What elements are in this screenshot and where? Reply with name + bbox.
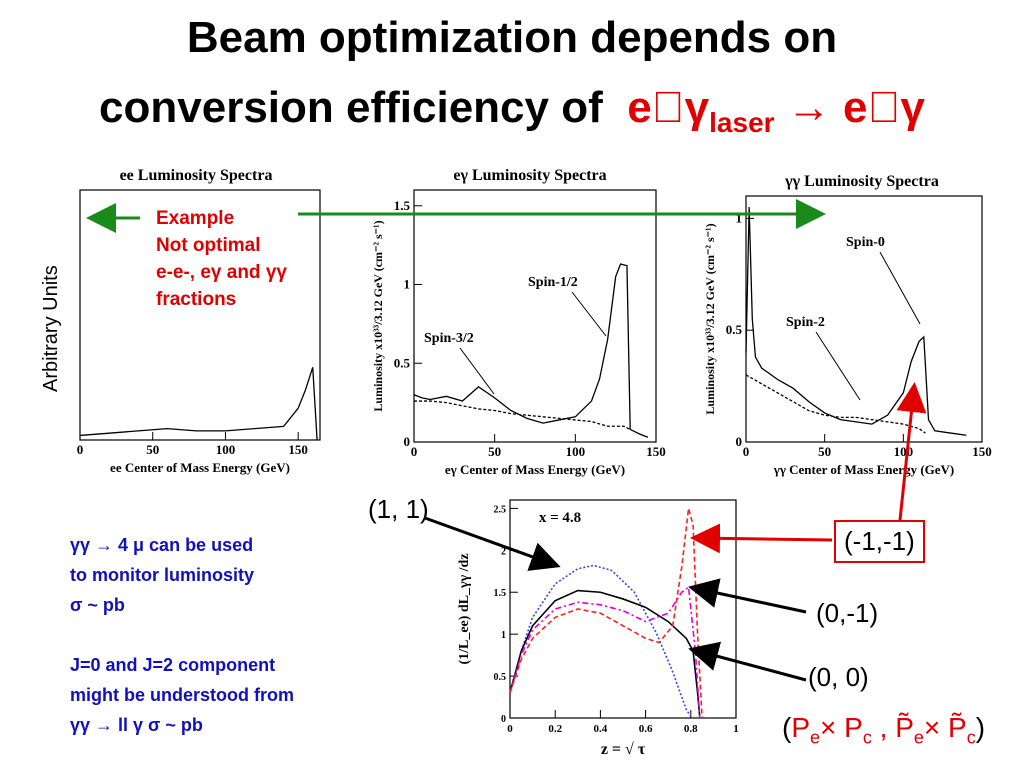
annotation-pointer — [572, 292, 606, 336]
label-m1m1-box: (-1,-1) — [834, 520, 925, 563]
x-axis-label: eγ Center of Mass Energy (GeV) — [445, 462, 625, 477]
annotation-spin0: Spin-0 — [846, 235, 885, 250]
y-axis-label: Luminosity x10³³/3.12 GeV (cm⁻² s⁻¹) — [703, 223, 717, 414]
y-axis-label: Luminosity x10³³/3.12 GeV (cm⁻² s⁻¹) — [371, 220, 385, 411]
gammagamma-spectrum-plot: 0 50 100 150 0 0.5 1 γγ Luminosity Spectra γγ Ce… — [703, 173, 992, 477]
x-tick-label: 0 — [507, 723, 513, 735]
formula-close: ) — [976, 712, 985, 743]
x-tick-label: 0.8 — [684, 723, 698, 735]
annotation-spin2: Spin-2 — [786, 315, 825, 330]
y-tick-label: 0.5 — [726, 322, 743, 337]
x-axis-label: γγ Center of Mass Energy (GeV) — [773, 462, 955, 477]
series-line — [746, 375, 925, 433]
chart-title: eγ Luminosity Spectra — [453, 167, 606, 184]
annotation-pointer — [816, 332, 860, 400]
x-tick-label: 1 — [733, 723, 739, 735]
x-tick-label: 150 — [646, 444, 666, 459]
arrow-11 — [425, 518, 555, 565]
y-tick-label: 2.5 — [494, 504, 507, 515]
formula-open: ( — [782, 712, 791, 743]
y-tick-label: 0 — [736, 434, 743, 449]
blue-note-line: σ ~ pb — [70, 590, 294, 620]
x-tick-label: 0.2 — [548, 723, 562, 735]
x-axis-label: ee Center of Mass Energy (GeV) — [110, 460, 290, 475]
annotation-pointer — [880, 252, 920, 324]
x-tick-label: 50 — [488, 444, 501, 459]
series-line — [414, 264, 648, 437]
x-tick-label: 0.4 — [594, 723, 608, 735]
polarization-formula: (Pe× Pc , P̃e× P̃c) — [782, 712, 985, 749]
example-note-line: e-e-, eγ and γγ — [156, 259, 287, 286]
blue-note-line: γγ → ll γ σ ~ pb — [70, 710, 294, 740]
label-00: (0, 0) — [808, 662, 869, 693]
x-tick-label: 0.6 — [639, 723, 653, 735]
series-line — [80, 367, 317, 440]
x-tick-label: 50 — [818, 444, 831, 459]
formula-x2: × P̃ — [924, 712, 967, 743]
series-line — [510, 508, 702, 718]
formula-e2: e — [914, 728, 924, 748]
annotation-spin32: Spin-3/2 — [424, 331, 474, 346]
blue-note-line: γγ → 4 μ can be used — [70, 530, 294, 560]
x-tick-label: 150 — [972, 444, 992, 459]
formula-x: × P — [820, 712, 863, 743]
formula-e: e — [810, 728, 820, 748]
blue-note-line: J=0 and J=2 component — [70, 650, 294, 680]
y-tick-label: 0 — [501, 714, 506, 725]
x-axis-label: z = √ τ — [601, 741, 646, 758]
annotation-spin12: Spin-1/2 — [528, 275, 578, 290]
formula-pe: P — [791, 712, 810, 743]
x-tick-label: 0 — [77, 442, 84, 457]
chart-title: ee Luminosity Spectra — [120, 167, 273, 184]
blue-note-line: to monitor luminosity — [70, 560, 294, 590]
series-line — [414, 401, 630, 429]
y-tick-label: 0.5 — [494, 672, 507, 683]
plot-frame — [510, 500, 736, 718]
plot-frame — [414, 190, 656, 442]
x-tick-label: 100 — [216, 442, 236, 457]
y-tick-label: 1 — [501, 630, 506, 641]
blue-note: γγ → 4 μ can be used to monitor luminosi… — [70, 530, 294, 740]
x-tick-label: 150 — [288, 442, 308, 457]
label-0m1: (0,-1) — [816, 598, 878, 629]
series-line — [510, 587, 700, 718]
formula-c2: c — [967, 728, 976, 748]
chart-title: x = 4.8 — [539, 510, 581, 526]
series-line — [510, 565, 691, 716]
annotation-pointer — [460, 348, 494, 394]
y-axis-label: (1/L_ee) dL_γγ /dz — [457, 553, 472, 664]
label-11: (1, 1) — [368, 494, 429, 525]
blue-note-line: might be understood from — [70, 680, 294, 710]
arrow-00 — [694, 650, 806, 680]
x-tick-label: 100 — [894, 444, 914, 459]
x-tick-label: 50 — [146, 442, 159, 457]
x-tick-label: 100 — [566, 444, 586, 459]
example-note-line: Example — [156, 205, 287, 232]
chart-title: γγ Luminosity Spectra — [784, 173, 939, 190]
y-tick-label: 0 — [404, 434, 411, 449]
y-tick-label: 1.5 — [394, 198, 411, 213]
x-tick-label: 0 — [411, 444, 418, 459]
y-tick-label: 0.5 — [394, 355, 411, 370]
x-tick-label: 0 — [743, 444, 750, 459]
formula-pe2: P̃ — [895, 712, 914, 743]
arrow-0m1 — [694, 588, 806, 612]
example-note: Example Not optimal e-e-, eγ and γγ frac… — [156, 205, 287, 313]
arrow-m1m1 — [696, 538, 832, 540]
y-tick-label: 1.5 — [494, 588, 507, 599]
formula-comma: , — [872, 712, 895, 743]
example-note-line: fractions — [156, 286, 287, 313]
example-note-line: Not optimal — [156, 232, 287, 259]
plot-frame — [746, 196, 982, 442]
blue-note-line — [70, 620, 294, 650]
formula-c: c — [863, 728, 872, 748]
y-tick-label: 1 — [404, 277, 411, 292]
